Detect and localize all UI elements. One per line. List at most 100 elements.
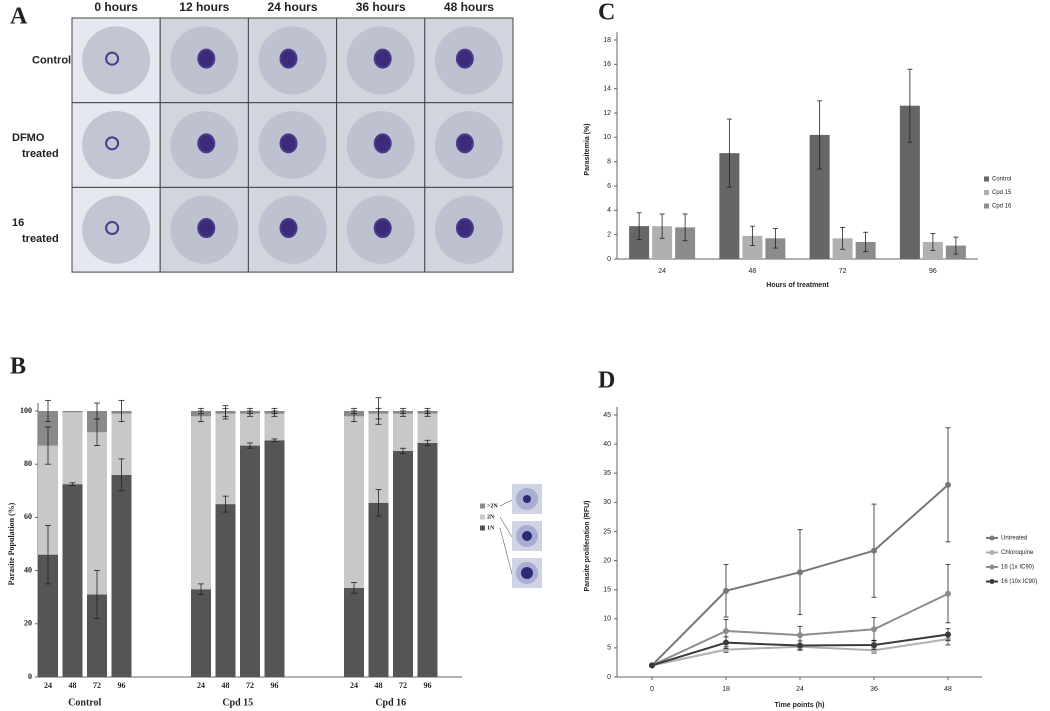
- x-tick-label: 24: [44, 681, 52, 690]
- bar-segment: [87, 432, 107, 595]
- row-label: 16 treated: [12, 217, 59, 245]
- column-header: 36 hours: [356, 0, 406, 14]
- bar-segment: [38, 445, 58, 555]
- bar-segment: [191, 589, 211, 677]
- legend-thumbnail-parasite: [523, 495, 531, 503]
- bar-segment: [240, 413, 260, 446]
- bar-segment: [264, 413, 285, 441]
- x-tick-label: 72: [93, 681, 101, 690]
- x-tick-label: 72: [399, 681, 407, 690]
- column-header: 0 hours: [94, 0, 138, 14]
- parasite: [455, 133, 474, 154]
- bar-segment: [393, 413, 413, 451]
- point: [871, 647, 877, 654]
- y-tick-label: 14: [603, 86, 611, 93]
- y-tick-label: 0: [607, 674, 611, 681]
- bar-segment: [62, 411, 83, 413]
- bar-segment: [62, 412, 83, 485]
- bar-segment: [417, 442, 438, 677]
- point: [797, 569, 803, 576]
- y-tick-label: 20: [24, 619, 32, 628]
- column-header: 48 hours: [444, 0, 494, 14]
- bar: [719, 153, 740, 259]
- point: [649, 662, 655, 669]
- x-tick-label: 48: [944, 686, 952, 693]
- panel-label: B: [10, 354, 26, 380]
- group-label: Cpd 16: [375, 697, 406, 708]
- y-tick-label: 25: [603, 528, 611, 535]
- y-tick-label: 5: [607, 645, 611, 652]
- y-tick-label: 30: [603, 499, 611, 506]
- bar: [765, 238, 786, 259]
- parasite: [279, 48, 298, 69]
- parasite: [197, 48, 216, 69]
- y-axis-label: Parasite proliferation (RFU): [584, 500, 591, 591]
- bar-segment: [38, 554, 58, 677]
- y-tick-label: 8: [607, 159, 611, 166]
- panel-label: D: [598, 368, 615, 394]
- bar-segment: [344, 416, 364, 588]
- y-tick-label: 45: [603, 412, 611, 419]
- y-tick-label: 20: [603, 557, 611, 564]
- y-tick-label: 10: [603, 616, 611, 623]
- y-axis-label: Parasitemia (%): [584, 123, 591, 175]
- bar: [629, 226, 650, 259]
- point: [871, 641, 877, 648]
- legend-thumbnail-parasite: [522, 531, 532, 541]
- parasite: [105, 51, 120, 66]
- y-tick-label: 15: [603, 587, 611, 594]
- legend-marker: [989, 564, 995, 570]
- legend-marker: [989, 550, 995, 555]
- row-label: DFMO treated: [12, 132, 59, 160]
- x-axis-label: Hours of treatment: [766, 282, 829, 289]
- x-tick-label: 96: [929, 268, 937, 275]
- panel-label: C: [598, 0, 615, 26]
- legend-label: 1N: [487, 525, 495, 531]
- point: [723, 639, 729, 646]
- bar: [809, 134, 830, 259]
- bar-segment: [344, 587, 364, 677]
- y-tick-label: 60: [24, 512, 32, 521]
- x-tick-label: 48: [748, 268, 756, 275]
- y-tick-label: 16: [603, 61, 611, 68]
- column-header: 12 hours: [179, 0, 229, 14]
- bar-segment: [215, 413, 236, 505]
- y-tick-label: 35: [603, 470, 611, 477]
- bar-segment: [264, 440, 285, 677]
- parasite: [105, 221, 120, 236]
- legend-swatch: [984, 190, 989, 195]
- legend-marker: [989, 579, 995, 584]
- x-tick-label: 36: [870, 686, 878, 693]
- y-tick-label: 18: [603, 37, 611, 44]
- bar: [675, 227, 696, 259]
- y-tick-label: 10: [603, 134, 611, 141]
- legend-connector: [499, 527, 513, 575]
- column-header: 24 hours: [267, 0, 317, 14]
- legend-label: Control: [992, 177, 1011, 183]
- x-tick-label: 72: [246, 681, 254, 690]
- y-tick-label: 100: [20, 406, 32, 415]
- legend-label: 16 (1x IC90): [1001, 565, 1034, 571]
- point: [797, 632, 803, 639]
- legend-connector: [499, 516, 513, 538]
- parasite: [455, 218, 474, 239]
- parasite: [373, 133, 392, 154]
- x-tick-label: 24: [796, 686, 804, 693]
- red-blood-cell: [82, 111, 151, 180]
- y-tick-label: 2: [607, 232, 611, 239]
- point: [871, 626, 877, 633]
- row-label: Control: [32, 54, 71, 66]
- y-axis-label: Parasite Population (%): [7, 502, 16, 585]
- point: [945, 631, 951, 638]
- x-tick-label: 0: [650, 686, 654, 693]
- y-tick-label: 80: [24, 459, 32, 468]
- bar: [899, 105, 920, 259]
- bar-segment: [191, 416, 211, 590]
- x-tick-label: 24: [350, 681, 358, 690]
- legend-thumbnail-parasite: [521, 567, 533, 579]
- point: [871, 547, 877, 554]
- bar: [652, 226, 673, 259]
- group-label: Cpd 15: [222, 697, 253, 708]
- legend-label: Cpd 16: [992, 204, 1012, 210]
